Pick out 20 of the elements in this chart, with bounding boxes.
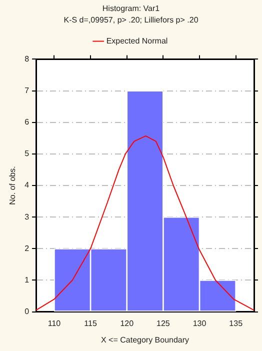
x-tick-label: 120: [120, 318, 134, 328]
x-tick-label: 125: [156, 318, 170, 328]
y-tick-label: 5: [24, 149, 30, 158]
y-tick-label: 2: [24, 244, 30, 253]
chart-subtitle: K-S d=,09957, p> .20; Lilliefors p> .20: [64, 16, 199, 25]
chart-title: Histogram: Var1: [102, 4, 160, 14]
x-tick-label: 130: [192, 318, 207, 328]
y-tick-label: 1: [24, 275, 30, 284]
x-tick-label: 115: [84, 318, 98, 328]
x-tick-label: 135: [229, 318, 244, 328]
legend-label: Expected Normal: [106, 36, 168, 46]
y-tick-label: 3: [24, 212, 30, 222]
y-tick-label: 7: [24, 86, 30, 95]
y-tick-label: 8: [24, 54, 30, 64]
x-axis-title: X <= Category Boundary: [100, 335, 190, 344]
y-tick-label: 4: [24, 180, 30, 190]
x-tick-label: 110: [48, 318, 62, 328]
y-tick-label: 0: [24, 307, 30, 316]
y-tick-label: 6: [24, 118, 30, 127]
y-axis-title: No. of obs.: [8, 166, 18, 205]
